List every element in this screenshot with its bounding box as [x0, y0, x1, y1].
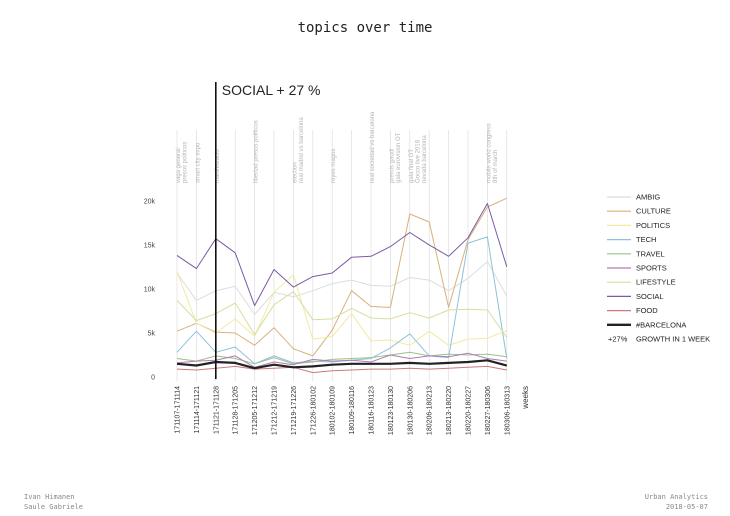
event-label: smart city expo: [195, 142, 201, 183]
series-line-culture: [176, 197, 508, 357]
event-label: gala final OT: [409, 149, 415, 183]
x-tick-label: 171107-171114: [175, 386, 182, 434]
highlight-label: SOCIAL + 27 %: [222, 82, 321, 98]
x-tick-label: 171226-180102: [310, 386, 317, 435]
authors: Ivan Himanen Saule Gabriele: [24, 492, 83, 512]
legend-label: POLITICS: [636, 221, 670, 230]
series-lines: [176, 197, 508, 374]
event-label: gala eurovision OT: [396, 132, 402, 183]
legend-label: TECH: [636, 235, 656, 244]
event-label: election: [292, 162, 298, 183]
x-tick-label: 171114-171121: [194, 386, 201, 434]
legend-growth-label: GROWTH IN 1 WEEK: [636, 335, 710, 344]
x-tick-label: 171205-171212: [252, 386, 259, 435]
event-label: libertad presos politicos: [254, 120, 260, 183]
series-line-politics: [176, 271, 507, 346]
y-tick-label: 10k: [144, 286, 156, 293]
author-1: Ivan Himanen: [24, 493, 75, 501]
y-tick-label: 20k: [144, 198, 156, 205]
event-label: mobile world congress: [486, 123, 492, 183]
legend-label: #BARCELONA: [636, 320, 686, 329]
series-line-lifestyle: [176, 291, 508, 338]
x-axis-title: weeks: [521, 386, 530, 410]
series-line-barcelona: [176, 359, 508, 370]
legend: AMBIG CULTURE POLITICS TECH TRAVEL SPORTS LIFE…: [607, 193, 710, 344]
x-tick-label: 180130-180206: [407, 386, 414, 435]
event-label: real sociedad vs barcelona: [370, 111, 376, 183]
x-tick-label: 180102-180109: [330, 386, 337, 435]
x-tick-label: 180213-180220: [446, 386, 453, 435]
x-tick-label: 171128-171205: [233, 386, 240, 435]
report-date: 2018-05-07: [665, 503, 708, 511]
legend-label: TRAVEL: [636, 249, 665, 258]
x-tick-label: 171121-171128: [213, 386, 220, 434]
legend-label: SOCIAL: [636, 292, 664, 301]
y-tick-label: 5k: [148, 330, 156, 337]
x-tick-label: 171212-171219: [272, 386, 279, 435]
x-tick-label: 180220-180227: [466, 386, 473, 435]
series-line-travel: [176, 351, 507, 365]
legend-label: FOOD: [636, 306, 658, 315]
course-info: Urban Analytics 2018-05-07: [645, 492, 708, 512]
course-name: Urban Analytics: [644, 493, 708, 501]
event-label: reyes magos: [331, 149, 337, 183]
series-line-tech: [176, 236, 508, 365]
event-label: nevada barcelona: [422, 135, 428, 183]
x-tick-label: 180306-180313: [504, 386, 511, 435]
author-2: Saule Gabriele: [24, 503, 84, 511]
legend-label: SPORTS: [636, 264, 667, 273]
x-tick-label: 180227-180306: [485, 386, 492, 435]
event-label: real madrid vs barcelona: [299, 117, 305, 183]
y-tick-label: 0: [151, 375, 155, 382]
event-label: premis gaudi: [389, 149, 395, 183]
legend-label: CULTURE: [636, 207, 671, 216]
series-line-food: [176, 365, 507, 374]
legend-growth-symbol: +27%: [608, 335, 628, 344]
x-tick-label: 171219-171226: [291, 386, 298, 435]
series-line-ambig: [176, 261, 508, 315]
event-annotations: vaga general presos politicos smart city e…: [176, 111, 499, 183]
event-label: presos politicos: [183, 142, 189, 183]
vertical-gridlines: [176, 130, 508, 381]
event-label: manifestacio: [215, 149, 221, 183]
event-label: vaga general: [176, 148, 182, 183]
x-tick-label: 180123-180130: [388, 386, 395, 435]
event-label: 8th of march: [493, 150, 499, 183]
y-axis: 0 5k 10k 15k 20k: [144, 198, 156, 381]
x-tick-label: 180109-180116: [349, 386, 356, 435]
series-line-social: [176, 203, 508, 307]
series-line-sports: [176, 352, 507, 368]
highlight-marker: SOCIAL + 27 %: [215, 82, 321, 379]
event-label: Gocco live 2018: [415, 139, 421, 183]
y-tick-label: 15k: [144, 242, 156, 249]
legend-label: LIFESTYLE: [636, 278, 676, 287]
x-tick-label: 180206-180213: [427, 386, 434, 435]
x-tick-label: 180116-180123: [369, 386, 376, 435]
legend-label: AMBIG: [636, 193, 660, 202]
chart-title: topics over time: [297, 20, 433, 36]
x-axis: 171107-171114 171114-171121 171121-171128 1…: [175, 386, 530, 435]
